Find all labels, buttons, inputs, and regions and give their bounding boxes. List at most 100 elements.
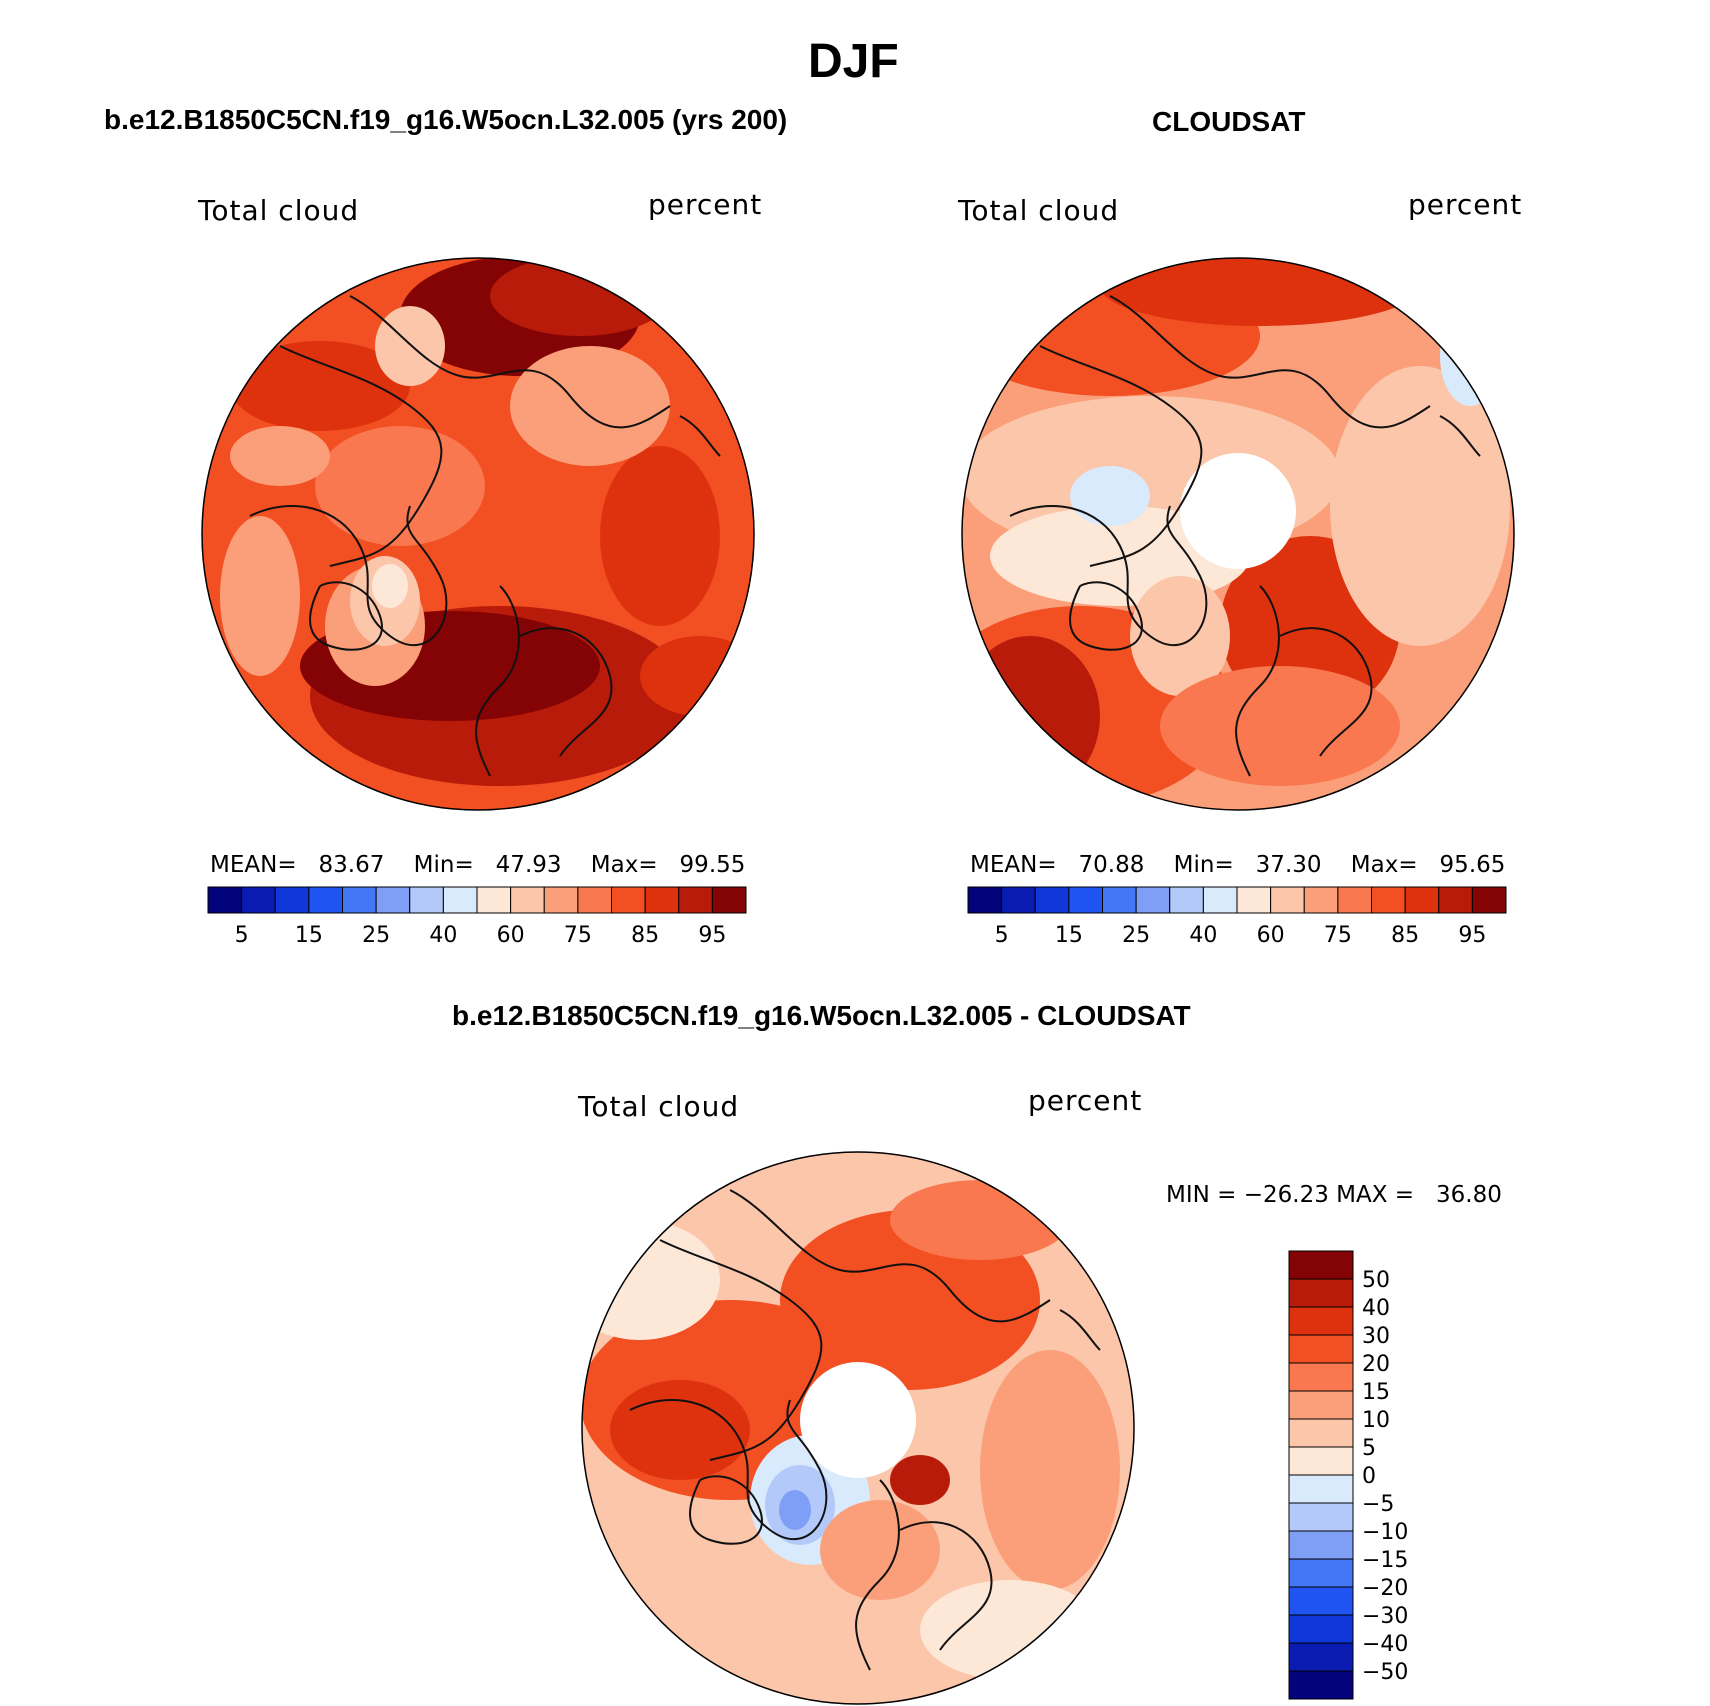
diff-colorbar-box — [1288, 1502, 1354, 1532]
obs-colorbar-box — [1404, 886, 1440, 914]
obs-colorbar-box — [1438, 886, 1473, 914]
obs-colorbar-box — [1236, 886, 1272, 914]
model-colorbar-box — [409, 886, 444, 914]
diff-colorbar-box — [1288, 1306, 1354, 1336]
diff-colorbar-tick-label: 15 — [1362, 1380, 1390, 1405]
obs-colorbar-tick-label: 75 — [1324, 923, 1352, 948]
model-right-label: percent — [648, 188, 763, 221]
model-colorbar-tick-label: 60 — [497, 923, 525, 948]
obs-colorbar-box — [1001, 886, 1036, 914]
diff-panel-title: b.e12.B1850C5CN.f19_g16.W5ocn.L32.005 - … — [452, 1000, 1191, 1031]
model-colorbar-tick-label: 15 — [295, 923, 323, 948]
model-colorbar: 5 15 25 40 60 75 85 95 — [207, 886, 747, 948]
model-coastlines — [249, 295, 721, 777]
model-max-label: Max= — [590, 852, 658, 878]
diff-colorbar-tick-label: 10 — [1362, 1408, 1390, 1433]
diff-colorbar-tick-label: 0 — [1362, 1464, 1376, 1489]
obs-right-label: percent — [1408, 188, 1523, 221]
diff-colorbar-box — [1288, 1642, 1354, 1672]
model-colorbar-box — [510, 886, 545, 914]
model-colorbar-box — [543, 886, 579, 914]
model-colorbar-box — [644, 886, 680, 914]
diff-colorbar-box — [1288, 1558, 1354, 1588]
obs-coastlines — [1009, 295, 1481, 777]
diff-colorbar-box — [1288, 1586, 1354, 1616]
obs-colorbar-box — [1202, 886, 1238, 914]
obs-map — [961, 257, 1515, 811]
model-blob — [230, 341, 410, 431]
model-colorbar-box — [375, 886, 411, 914]
diff-blob — [582, 1220, 720, 1340]
diff-colorbar-box — [1288, 1474, 1354, 1504]
obs-colorbar-tick-label: 25 — [1122, 923, 1150, 948]
obs-colorbar-box — [1270, 886, 1305, 914]
model-mean-value: 83.67 — [318, 852, 385, 878]
model-blob — [510, 346, 670, 466]
diff-colorbar-box — [1288, 1446, 1354, 1476]
diff-colorbar-tick-label: 40 — [1362, 1296, 1390, 1321]
obs-blob — [1160, 666, 1400, 786]
obs-colorbar-box — [1303, 886, 1339, 914]
obs-blob — [1100, 258, 1420, 326]
diff-blob — [920, 1580, 1100, 1680]
diff-colorbar-box — [1288, 1530, 1354, 1560]
obs-colorbar-tick-label: 95 — [1458, 923, 1486, 948]
obs-mean-value: 70.88 — [1078, 852, 1145, 878]
model-min-value: 47.93 — [495, 852, 562, 878]
diff-colorbar-box — [1288, 1250, 1354, 1280]
model-colorbar-box — [207, 886, 243, 914]
obs-blob — [1330, 366, 1510, 646]
diff-colorbar-tick-label: −5 — [1362, 1492, 1394, 1517]
diff-left-label: Total cloud — [578, 1090, 740, 1123]
obs-stats: MEAN= 70.88 Min= 37.30 Max= 95.65 — [970, 852, 1505, 878]
obs-left-label: Total cloud — [958, 194, 1120, 227]
model-colorbar-tick-label: 95 — [698, 923, 726, 948]
model-colorbar-box — [241, 886, 276, 914]
obs-pole-hole — [1180, 453, 1296, 569]
diff-colorbar-tick-label: −10 — [1362, 1520, 1408, 1545]
page-title: DJF — [808, 35, 899, 88]
model-colorbar-tick-label: 5 — [235, 923, 249, 948]
diff-colorbar-box — [1288, 1390, 1354, 1420]
model-colorbar-box — [611, 886, 646, 914]
model-max-value: 99.55 — [679, 852, 746, 878]
model-left-label: Total cloud — [198, 194, 360, 227]
model-blob — [220, 516, 300, 676]
diff-colorbar-tick-label: 20 — [1362, 1352, 1390, 1377]
model-blob — [490, 258, 670, 336]
obs-colorbar-box — [967, 886, 1003, 914]
obs-colorbar-box — [1337, 886, 1372, 914]
model-colorbar-box — [342, 886, 377, 914]
model-blob — [372, 564, 408, 608]
diff-colorbar-box — [1288, 1614, 1354, 1644]
diff-map — [581, 1151, 1135, 1705]
model-blob — [375, 306, 445, 386]
obs-colorbar: 5 15 25 40 60 75 85 95 — [967, 886, 1507, 948]
diff-colorbar-box — [1288, 1418, 1354, 1448]
obs-colorbar-box — [1371, 886, 1406, 914]
model-colorbar-tick-label: 75 — [564, 923, 592, 948]
model-colorbar-box — [711, 886, 747, 914]
diff-colorbar-tick-label: 5 — [1362, 1436, 1376, 1461]
diff-blob — [610, 1380, 750, 1480]
model-blob — [600, 446, 720, 626]
diff-colorbar-tick-label: −15 — [1362, 1548, 1408, 1573]
diff-colorbar-tick-label: −20 — [1362, 1576, 1408, 1601]
model-mean-label: MEAN= — [210, 852, 297, 878]
obs-blob — [1130, 576, 1230, 696]
obs-colorbar-tick-label: 60 — [1257, 923, 1285, 948]
diff-colorbar-tick-label: −50 — [1362, 1660, 1408, 1685]
model-colorbar-box — [442, 886, 478, 914]
diff-colorbar-tick-label: −40 — [1362, 1632, 1408, 1657]
obs-max-value: 95.65 — [1439, 852, 1506, 878]
obs-colorbar-box — [1135, 886, 1171, 914]
diff-colorbar-tick-label: 30 — [1362, 1324, 1390, 1349]
diff-colorbar-box — [1288, 1362, 1354, 1392]
obs-min-label: Min= — [1173, 852, 1234, 878]
obs-colorbar-box — [1068, 886, 1103, 914]
obs-max-label: Max= — [1350, 852, 1418, 878]
model-colorbar-tick-label: 40 — [429, 923, 457, 948]
model-panel-title: b.e12.B1850C5CN.f19_g16.W5ocn.L32.005 (y… — [104, 104, 788, 135]
diff-stats: MIN = −26.23 MAX = 36.80 — [1166, 1182, 1502, 1208]
